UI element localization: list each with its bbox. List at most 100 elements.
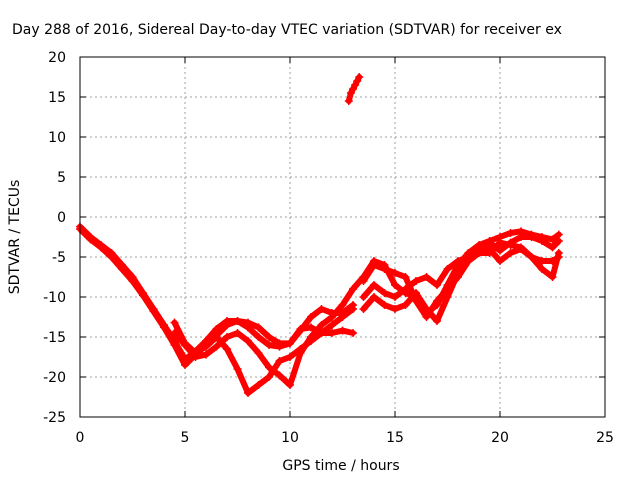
y-tick-label: -10 [43,290,66,306]
data-point [391,269,399,277]
data-point [412,293,420,301]
data-point [181,339,189,348]
data-point [317,321,326,329]
data-point [233,365,242,373]
data-point [296,325,305,333]
data-series [76,73,563,397]
data-point [548,235,557,244]
data-point [349,305,357,313]
data-point [286,339,294,348]
data-point [139,289,147,297]
data-point [380,261,389,269]
data-point [554,230,563,239]
data-point [233,317,242,325]
y-tick-label: -20 [43,370,66,386]
data-point [517,245,525,253]
data-point [527,253,536,261]
data-point [202,342,210,351]
y-axis-label: SDTVAR / TECUs [7,180,23,295]
data-point [338,301,347,309]
data-point [254,323,263,332]
data-point [275,357,284,365]
data-point [265,333,273,341]
y-tick-label: 10 [48,130,66,146]
data-point [307,313,315,321]
data-point [548,257,557,265]
data-point [496,257,504,265]
axis-ticks: 0 5 10 15 20 25 20 15 10 5 0 -5 -10 -15 -20 -25 [43,50,614,446]
data-point [212,333,221,341]
data-point [328,313,336,321]
data-point [254,381,263,389]
data-point [286,353,294,361]
data-point [422,309,431,317]
series-line [171,306,356,396]
data-point [538,265,546,273]
data-point [548,273,557,281]
data-point [380,301,389,309]
data-point [475,241,483,249]
data-point [443,281,452,289]
data-point [355,73,364,81]
data-point [422,273,431,281]
chart-title: Day 288 of 2016, Sidereal Day-to-day VTE… [12,22,562,38]
data-point [86,233,95,241]
data-point [380,289,389,297]
y-tick-label: -25 [43,410,66,426]
series-track-5 [344,73,364,105]
data-point [433,301,441,309]
data-point [107,249,116,257]
data-point [538,233,546,241]
data-point [181,355,189,364]
data-point [128,273,137,281]
data-point [233,329,242,337]
x-tick-label: 15 [386,430,404,446]
data-point [370,293,378,301]
x-axis-label: GPS time / hours [282,458,399,474]
data-point [412,277,420,285]
data-point [275,342,284,351]
series-track-9 [359,227,563,317]
data-point [349,285,357,293]
data-point [359,273,368,281]
data-point [496,246,504,255]
data-point [212,325,221,333]
x-tick-label: 20 [491,430,509,446]
data-point [370,257,378,265]
data-point [485,245,494,253]
data-point [265,373,273,381]
data-point [527,230,536,239]
data-point [338,326,347,335]
data-point [317,329,326,337]
data-point [160,321,168,329]
data-point [265,363,273,372]
data-point [548,243,557,252]
data-point [307,323,315,332]
data-point [554,253,563,261]
data-point [359,293,368,301]
data-point [223,317,231,325]
data-point [496,233,504,241]
series-track-4 [170,305,357,397]
data-point [349,329,357,337]
data-point [454,261,462,269]
plot-frame [79,56,606,418]
data-point [170,337,179,345]
data-point [244,323,252,332]
data-point [265,341,273,349]
data-point [391,305,399,313]
data-point [296,345,305,353]
y-tick-label: 5 [57,170,66,186]
data-point [506,249,515,257]
data-point [254,349,263,357]
data-point [202,350,210,359]
data-point [328,321,336,329]
data-point [275,371,284,380]
data-point [443,293,452,301]
data-point [149,305,158,313]
data-point [244,337,252,345]
y-tick-label: -5 [52,250,66,266]
data-point [401,301,410,309]
data-point [212,342,221,351]
data-point [391,293,399,301]
